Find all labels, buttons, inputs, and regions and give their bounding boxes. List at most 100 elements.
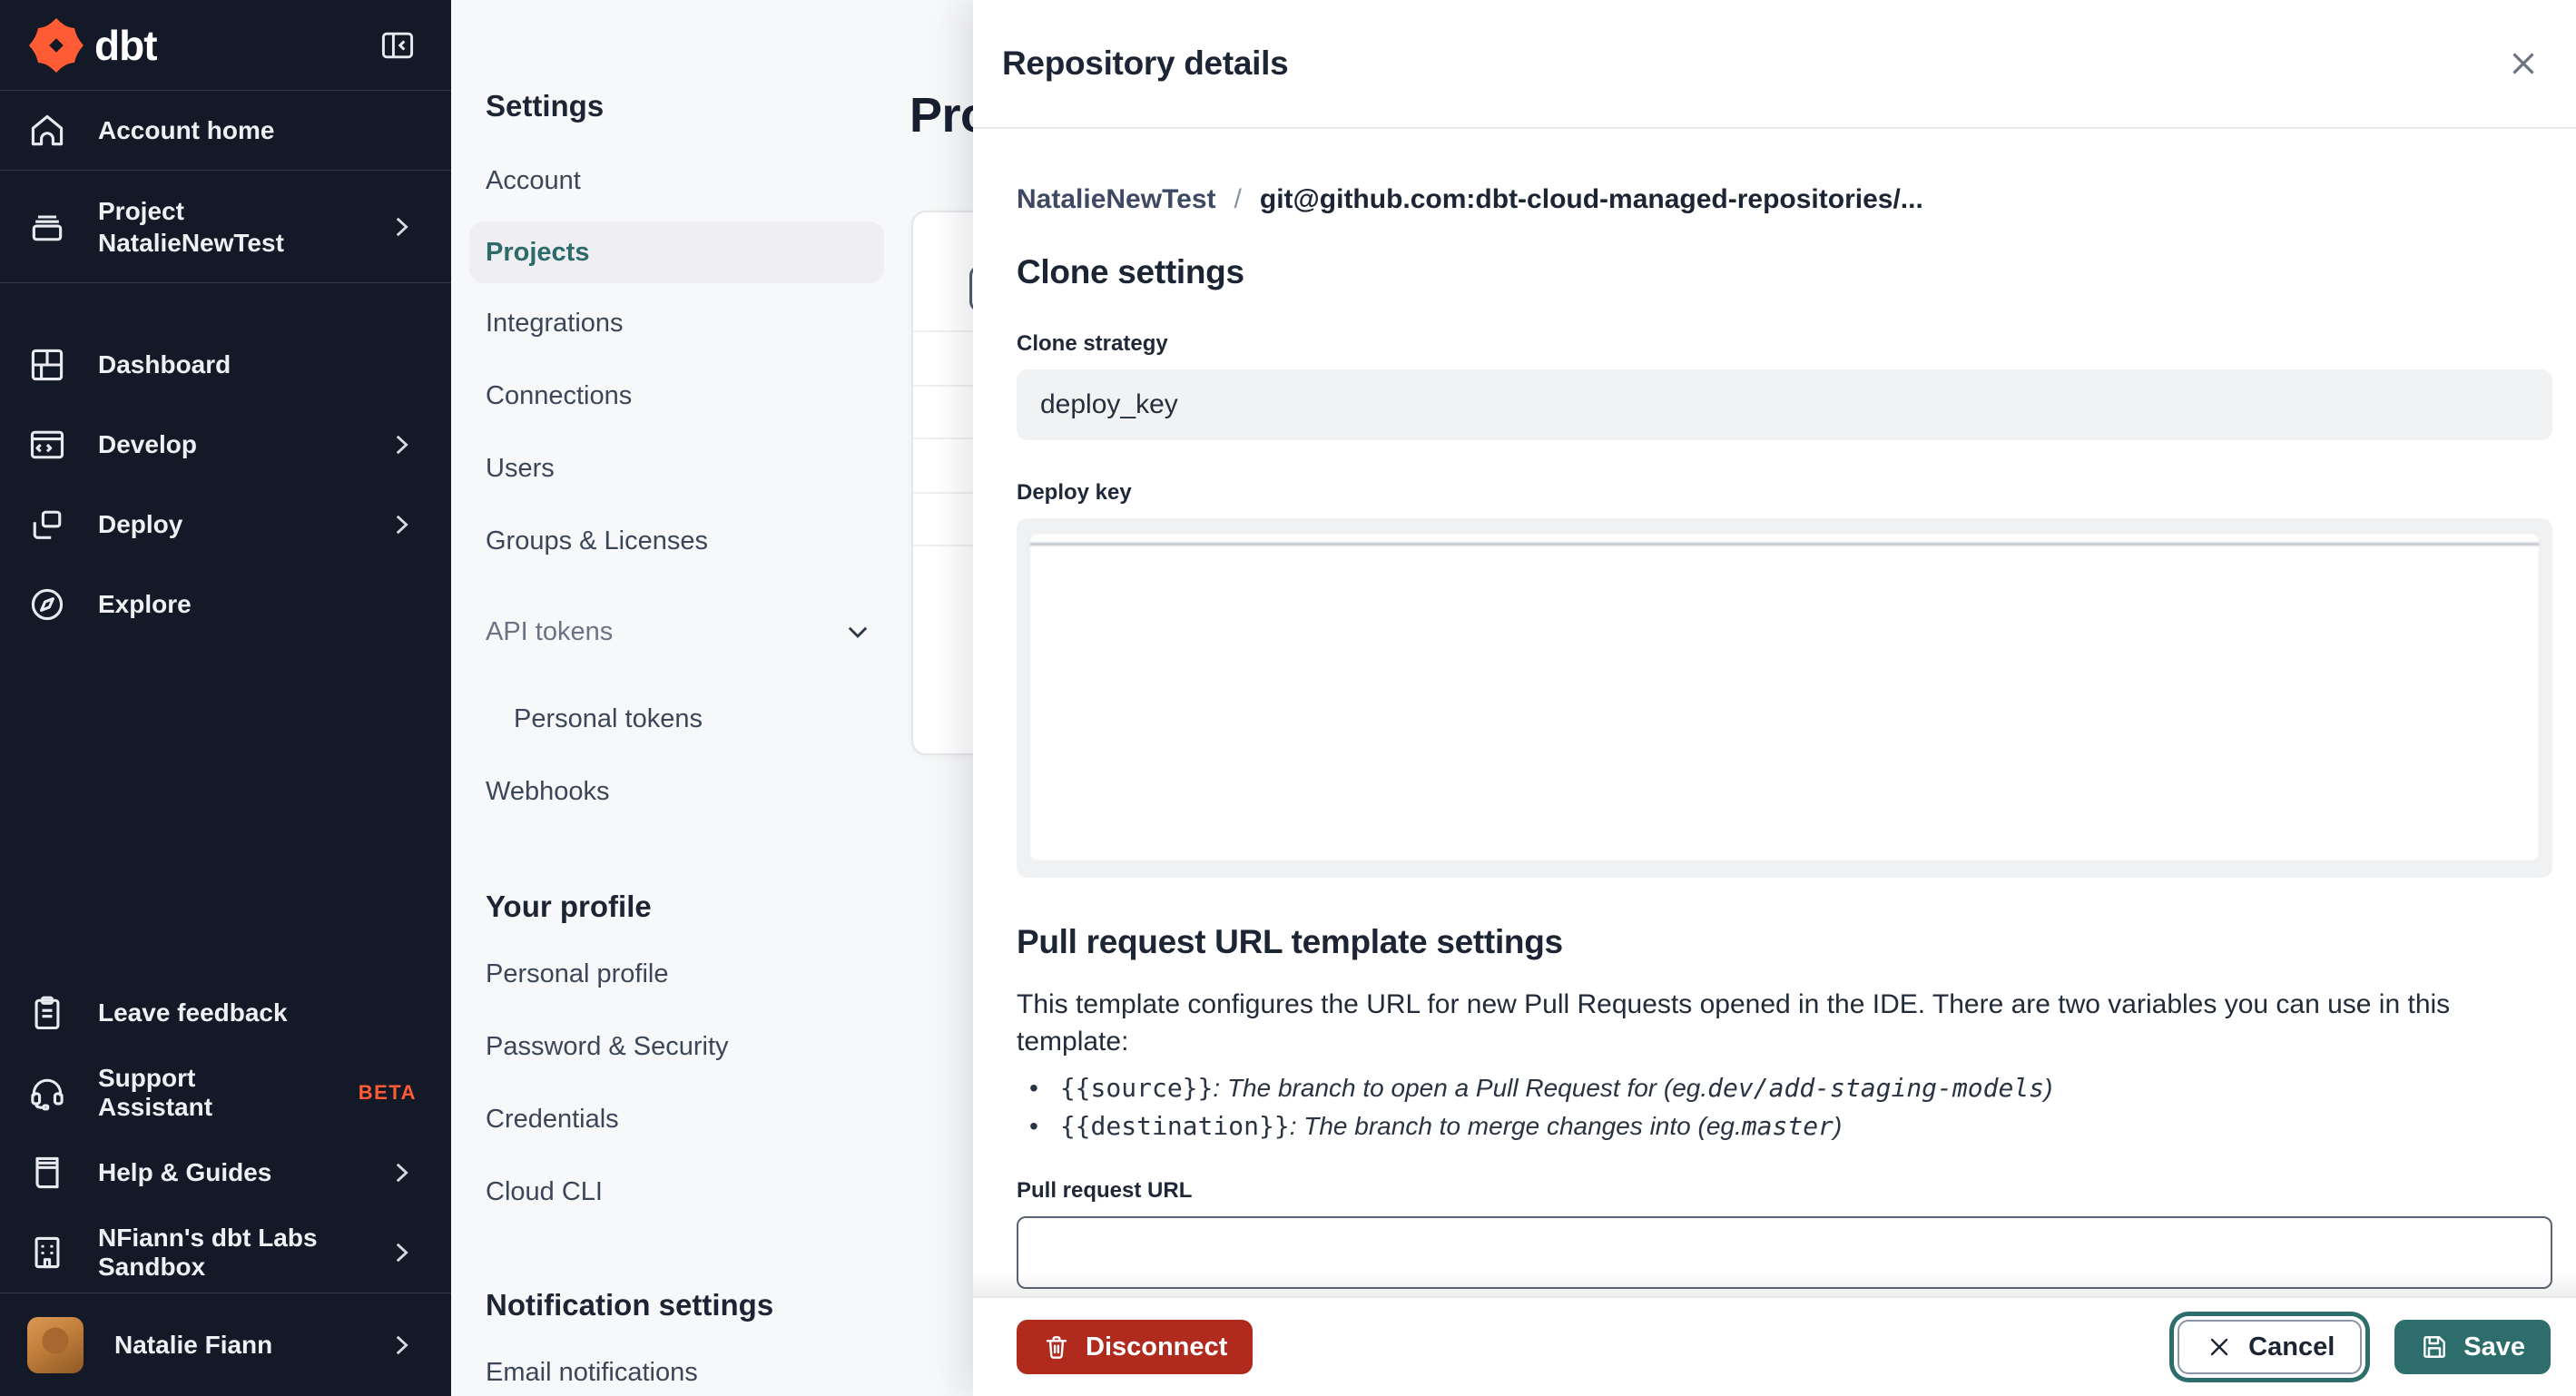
settings-nav-item-password-security[interactable]: Password & Security	[486, 1032, 729, 1061]
variable-source-code: {{source}}	[1059, 1073, 1214, 1103]
settings-nav-item-credentials[interactable]: Credentials	[486, 1105, 619, 1134]
pr-template-variables-list: {{source}}: The branch to open a Pull Re…	[1017, 1073, 2552, 1142]
settings-nav-item-integrations[interactable]: Integrations	[486, 309, 624, 338]
variable-destination-code: {{destination}}	[1059, 1111, 1290, 1142]
deploy-key-label: Deploy key	[1017, 480, 1132, 505]
clipboard-icon	[27, 993, 67, 1033]
close-icon	[2210, 1338, 2228, 1356]
chevron-right-icon	[386, 1237, 417, 1268]
settings-nav-item-email-notifications[interactable]: Email notifications	[486, 1358, 698, 1387]
pull-request-url-input[interactable]	[1017, 1216, 2552, 1290]
save-icon	[2424, 1336, 2446, 1358]
sidebar-item-dashboard[interactable]: Dashboard	[0, 325, 451, 405]
sidebar-item-label: Deploy	[98, 510, 183, 538]
chevron-right-icon	[386, 1157, 417, 1188]
project-box-icon	[27, 207, 67, 247]
pull-request-url-label: Pull request URL	[1017, 1178, 1193, 1204]
variable-source-example: dev/add-staging-models	[1707, 1073, 2045, 1103]
user-name: Natalie Fiann	[114, 1330, 273, 1359]
cancel-button[interactable]: Cancel	[2178, 1320, 2363, 1374]
sidebar-item-label: Account home	[98, 115, 275, 144]
disconnect-button[interactable]: Disconnect	[1017, 1320, 1254, 1374]
drawer-body: NatalieNewTest / git@github.com:dbt-clou…	[973, 129, 2576, 1296]
sidebar-item-label: NFiann's dbt Labs Sandbox	[98, 1224, 318, 1281]
breadcrumb: NatalieNewTest / git@github.com:dbt-clou…	[1017, 184, 2552, 215]
headset-icon	[27, 1073, 67, 1113]
pr-template-description: This template configures the URL for new…	[1017, 989, 2451, 1057]
breadcrumb-separator: /	[1234, 184, 1242, 214]
variable-destination-example: master	[1741, 1111, 1834, 1142]
settings-nav-section-your-profile: Your profile	[486, 890, 652, 923]
building-icon	[27, 1233, 67, 1273]
deploy-key-redacted-content	[1029, 533, 2540, 861]
dbt-logo-text: dbt	[94, 21, 158, 69]
chevron-right-icon	[386, 211, 417, 242]
settings-nav-item-projects-active[interactable]: Projects	[469, 221, 884, 283]
drawer-header: Repository details	[973, 0, 2576, 129]
sidebar-project-label: Project NatalieNewTest	[98, 196, 284, 257]
settings-nav: Settings Account Projects Integrations C…	[451, 0, 909, 1396]
sidebar-item-project[interactable]: Project NatalieNewTest	[0, 171, 451, 283]
clone-settings-heading: Clone settings	[1017, 253, 1244, 290]
clone-strategy-value: deploy_key	[1017, 369, 2552, 440]
settings-nav-item-groups-licenses[interactable]: Groups & Licenses	[486, 526, 709, 555]
drawer-title: Repository details	[1002, 44, 1289, 82]
trash-icon	[1046, 1336, 1067, 1359]
settings-nav-title: Settings	[486, 89, 605, 123]
deploy-icon	[27, 505, 67, 545]
breadcrumb-repo-url: git@github.com:dbt-cloud-managed-reposit…	[1259, 184, 1923, 214]
chevron-right-icon	[386, 1330, 417, 1361]
chevron-right-icon	[386, 429, 417, 460]
sidebar-item-support-assistant[interactable]: Support Assistant BETA	[0, 1053, 451, 1133]
sidebar-item-deploy[interactable]: Deploy	[0, 485, 451, 565]
settings-nav-item-personal-tokens[interactable]: Personal tokens	[514, 704, 703, 733]
collapse-sidebar-icon[interactable]	[377, 25, 418, 66]
sidebar-item-account-home[interactable]: Account home	[0, 91, 451, 171]
dashboard-icon	[27, 345, 67, 385]
drawer-footer: Disconnect Cancel Save	[973, 1271, 2576, 1396]
close-icon[interactable]	[2498, 38, 2549, 89]
sidebar-item-label: Leave feedback	[98, 998, 288, 1027]
sidebar-item-label: Develop	[98, 430, 197, 458]
sidebar-item-sandbox-account[interactable]: NFiann's dbt Labs Sandbox	[0, 1213, 451, 1293]
sidebar-nav-group: Dashboard Develop	[0, 283, 451, 644]
sidebar-item-label: Explore	[98, 590, 192, 618]
sidebar-logo-row: dbt	[0, 0, 451, 91]
sidebar-bottom-group: Leave feedback Support Assistant BETA	[0, 973, 451, 1396]
settings-nav-item-projects-label: Projects	[486, 238, 590, 267]
list-item: {{destination}}: The branch to merge cha…	[1017, 1111, 2552, 1142]
deploy-key-field[interactable]	[1017, 518, 2552, 878]
dbt-logo-icon	[27, 16, 85, 74]
sidebar-item-develop[interactable]: Develop	[0, 405, 451, 485]
sidebar-item-help-guides[interactable]: Help & Guides	[0, 1133, 451, 1213]
settings-nav-section-notification-settings: Notification settings	[486, 1288, 774, 1322]
settings-nav-item-account[interactable]: Account	[486, 166, 581, 195]
settings-nav-item-personal-profile[interactable]: Personal profile	[486, 959, 669, 988]
sidebar-item-label: Dashboard	[98, 350, 231, 378]
pr-template-heading: Pull request URL template settings	[1017, 923, 1563, 960]
clone-strategy-label: Clone strategy	[1017, 331, 1168, 356]
book-icon	[27, 1153, 67, 1193]
beta-badge: BETA	[358, 1081, 417, 1104]
sidebar-item-label: Help & Guides	[98, 1158, 272, 1186]
chevron-right-icon	[386, 509, 417, 540]
compass-icon	[27, 585, 67, 624]
list-item: {{source}}: The branch to open a Pull Re…	[1017, 1073, 2552, 1104]
save-button[interactable]: Save	[2394, 1320, 2551, 1374]
settings-nav-item-cloud-cli[interactable]: Cloud CLI	[486, 1177, 603, 1206]
settings-nav-item-connections[interactable]: Connections	[486, 381, 633, 410]
breadcrumb-project[interactable]: NatalieNewTest	[1017, 184, 1216, 214]
sidebar: dbt Account home	[0, 0, 451, 1396]
home-icon	[27, 111, 67, 151]
user-avatar	[27, 1316, 84, 1373]
sidebar-user-menu[interactable]: Natalie Fiann	[0, 1293, 451, 1396]
repository-details-drawer: Repository details NatalieNewTest / git@…	[973, 0, 2576, 1396]
settings-nav-item-users[interactable]: Users	[486, 454, 555, 483]
settings-nav-item-webhooks[interactable]: Webhooks	[486, 777, 610, 806]
sidebar-item-label: Support Assistant	[98, 1064, 213, 1121]
settings-nav-item-api-tokens[interactable]: API tokens	[486, 612, 884, 652]
sidebar-item-explore[interactable]: Explore	[0, 565, 451, 644]
sidebar-item-leave-feedback[interactable]: Leave feedback	[0, 973, 451, 1053]
code-window-icon	[27, 425, 67, 465]
